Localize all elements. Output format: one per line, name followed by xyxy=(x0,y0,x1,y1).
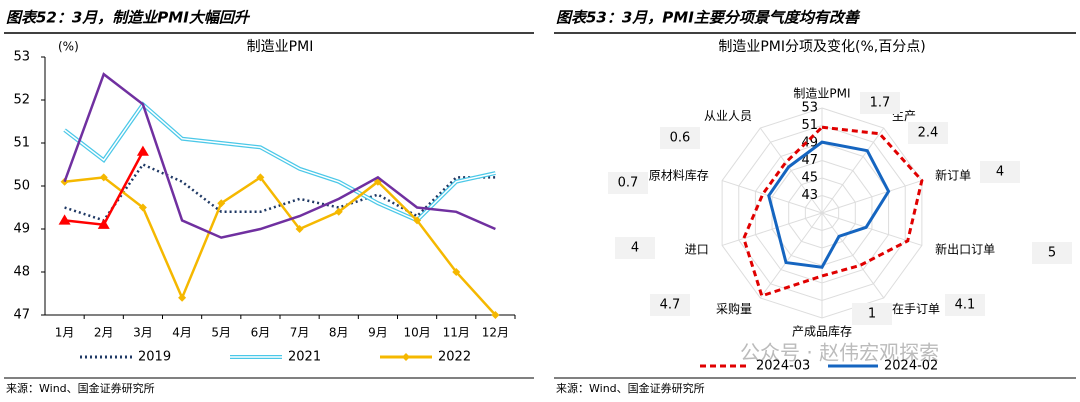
watermark: 公众号 · 赵伟宏观探索 xyxy=(740,341,939,365)
y-tick-label: 47 xyxy=(13,308,30,323)
change-label: 4 xyxy=(631,241,639,256)
header-left: 图表52：3月，制造业PMI大幅回升 xyxy=(6,9,251,27)
spoke xyxy=(759,212,823,299)
category-label: 新出口订单 xyxy=(935,241,995,256)
change-box xyxy=(608,172,648,194)
category-label: 进口 xyxy=(685,242,709,256)
marker xyxy=(138,203,147,212)
x-tick-label: 9月 xyxy=(368,326,388,340)
y-tick-label: 48 xyxy=(13,265,30,280)
x-tick-label: 1月 xyxy=(55,326,75,340)
spoke xyxy=(821,212,885,299)
x-tick-label: 6月 xyxy=(251,326,271,340)
legend-label: 2022 xyxy=(438,350,471,365)
change-label: 2.4 xyxy=(918,126,939,141)
spoke xyxy=(821,212,923,246)
marker xyxy=(295,225,304,233)
x-tick-label: 11月 xyxy=(443,326,470,340)
category-label: 新订单 xyxy=(935,168,971,183)
spoke xyxy=(721,180,823,214)
change-box xyxy=(615,237,655,259)
marker xyxy=(58,214,71,225)
legend-label: 2024-03 xyxy=(756,359,810,374)
change-box xyxy=(908,122,948,144)
marker xyxy=(256,173,265,182)
series-line xyxy=(63,72,496,239)
legend-marker xyxy=(402,353,410,361)
chart-title: 制造业PMI分项及变化(%,百分点) xyxy=(718,39,925,55)
category-label: 原材料库存 xyxy=(649,168,709,183)
change-box xyxy=(945,294,985,316)
y-tick-label: 53 xyxy=(13,50,30,65)
change-label: 4 xyxy=(996,165,1004,180)
change-box xyxy=(660,127,700,149)
marker xyxy=(452,268,461,276)
y-tick-label: 49 xyxy=(13,222,30,237)
x-tick-label: 10月 xyxy=(403,326,430,340)
x-tick-label: 12月 xyxy=(482,326,509,340)
r-tick-label: 51 xyxy=(801,118,818,133)
change-label: 1 xyxy=(868,307,876,322)
y-tick-label: 52 xyxy=(13,93,30,108)
change-label: 5 xyxy=(1048,246,1056,261)
x-tick-label: 2月 xyxy=(94,326,114,340)
series-line-inner xyxy=(64,103,496,222)
source: 来源：Wind、国金证券研究所 xyxy=(556,381,705,395)
x-tick-label: 4月 xyxy=(172,326,192,340)
y-tick-label: 51 xyxy=(13,136,30,151)
legend-label: 2019 xyxy=(138,350,171,365)
marker xyxy=(99,173,108,182)
spoke xyxy=(759,127,823,214)
x-tick-label: 3月 xyxy=(133,326,153,340)
r-tick-label: 53 xyxy=(801,101,818,116)
marker xyxy=(178,293,187,302)
change-label: 4.1 xyxy=(955,298,976,313)
change-box xyxy=(980,161,1020,183)
series-line xyxy=(64,175,497,316)
marker xyxy=(491,311,500,319)
marker xyxy=(217,199,226,208)
legend-label: 2021 xyxy=(288,350,321,365)
change-label: 4.7 xyxy=(660,298,681,313)
x-tick-label: 7月 xyxy=(290,326,310,340)
spoke xyxy=(721,212,823,246)
x-tick-label: 5月 xyxy=(211,326,231,340)
radar-series xyxy=(742,125,924,298)
marker xyxy=(97,218,110,229)
source: 来源：Wind、国金证券研究所 xyxy=(6,381,155,395)
change-box xyxy=(1032,242,1072,264)
change-box xyxy=(650,294,690,316)
marker xyxy=(334,207,343,216)
category-label: 产成品库存 xyxy=(792,324,852,339)
spoke xyxy=(821,180,923,214)
header-right: 图表53：3月，PMI主要分项景气度均有改善 xyxy=(556,9,861,27)
category-label: 从业人员 xyxy=(704,109,752,123)
x-tick-label: 8月 xyxy=(329,326,349,340)
spoke xyxy=(821,127,885,214)
category-label: 采购量 xyxy=(716,301,752,316)
marker xyxy=(413,216,422,225)
r-tick-label: 43 xyxy=(801,188,818,203)
change-label: 0.6 xyxy=(670,131,691,146)
change-box xyxy=(852,303,892,325)
series-line xyxy=(64,162,496,222)
chart-title: 制造业PMI xyxy=(247,39,314,55)
y-tick-label: 50 xyxy=(13,179,30,194)
change-label: 0.7 xyxy=(618,176,639,191)
change-label: 1.7 xyxy=(870,96,891,111)
radar-series xyxy=(767,140,891,269)
marker xyxy=(136,145,149,156)
category-label: 在手订单 xyxy=(892,302,940,316)
r-tick-label: 47 xyxy=(801,153,818,168)
category-label: 制造业PMI xyxy=(793,87,850,101)
change-box xyxy=(860,92,900,114)
y-axis-label: (%) xyxy=(58,40,79,54)
legend-label: 2024-02 xyxy=(884,359,938,374)
r-tick-label: 45 xyxy=(801,171,818,186)
